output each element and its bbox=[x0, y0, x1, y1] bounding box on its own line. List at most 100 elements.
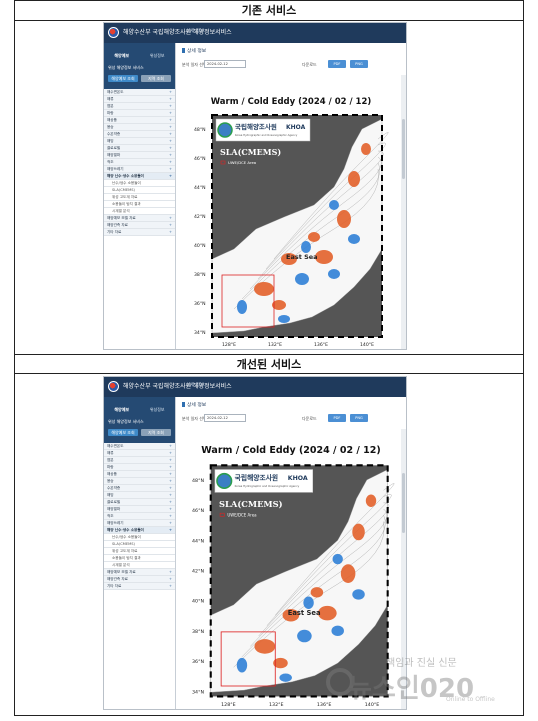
sidebar-item[interactable]: 기타 자료 bbox=[104, 229, 175, 236]
pdf-button[interactable]: PDF bbox=[328, 414, 346, 422]
sidebar-item[interactable]: 해류 bbox=[104, 450, 175, 457]
sidebar-item[interactable]: 해양열파 bbox=[104, 506, 175, 513]
watermark-tagline: 책임과 진실 신문 bbox=[386, 658, 457, 669]
sidebar-subitem[interactable]: SLA(CMEMS) bbox=[104, 187, 175, 194]
sidebar-item[interactable]: 해양쓰레기 bbox=[104, 166, 175, 173]
sidebar-item[interactable]: 해양열파 bbox=[104, 152, 175, 159]
scrollbar-thumb[interactable] bbox=[402, 119, 405, 179]
section-title: 상세 정보 bbox=[182, 47, 206, 54]
latitude-tick-label: 46°N bbox=[194, 156, 206, 162]
sidebar-subitem[interactable]: 위성 고도계 자료 bbox=[104, 548, 175, 555]
before-header: 기존 서비스 bbox=[15, 1, 523, 21]
tab-satellite[interactable]: 위성정보 bbox=[149, 53, 165, 58]
tab-satellite[interactable]: 위성정보 bbox=[149, 407, 165, 412]
study-area-box bbox=[220, 631, 276, 687]
sidebar-subitem[interactable]: 난수/냉수 소용돌이 bbox=[104, 180, 175, 187]
sidebar-subitem[interactable]: 소용돌이 탐지 결과 bbox=[104, 555, 175, 562]
sidebar-item[interactable]: 파랑 bbox=[104, 464, 175, 471]
breadcrumb: 상세 정보 bbox=[186, 29, 204, 34]
sidebar-item[interactable]: 수온약층 bbox=[104, 131, 175, 138]
date-select[interactable]: 2024-02-12 bbox=[204, 414, 246, 422]
sidebar-header: 해양예보 위성정보 위성 해양정보 서비스 해양예보 조회 지역 조회 bbox=[104, 397, 175, 443]
sidebar-item[interactable]: 클로로필 bbox=[104, 499, 175, 506]
date-select[interactable]: 2024-02-12 bbox=[204, 60, 246, 68]
cold-eddy bbox=[331, 625, 344, 637]
scrollbar-thumb[interactable] bbox=[402, 473, 405, 533]
logo-subtext: Korea Hydrographic and Oceanographic Age… bbox=[235, 484, 300, 488]
sidebar-subitem[interactable]: 시계열 분석 bbox=[104, 208, 175, 215]
sidebar-item[interactable]: 해양관측 자료 bbox=[104, 576, 175, 583]
sidebar-subitem[interactable]: 난수/냉수 소용돌이 bbox=[104, 534, 175, 541]
longitude-tick-label: 140°E bbox=[360, 342, 374, 348]
pdf-button[interactable]: PDF bbox=[328, 60, 346, 68]
sidebar-menu: 해수면온도 해류 염분 파랑 해상풍 용승 수온약층 해빙 클로로필 해양열파 … bbox=[104, 443, 175, 590]
scrollbar[interactable] bbox=[401, 429, 406, 709]
warm-eddy bbox=[273, 657, 288, 669]
warm-eddy bbox=[352, 523, 365, 541]
sidebar-item[interactable]: 해수면온도 bbox=[104, 443, 175, 450]
sidebar-item[interactable]: 해빙 bbox=[104, 138, 175, 145]
sidebar-item[interactable]: 수온약층 bbox=[104, 485, 175, 492]
main-panel: 상세 정보 분석 일자 선택 2024-02-12 다운로드 PDF PNG W… bbox=[176, 43, 406, 349]
sidebar-item[interactable]: 해양관측 자료 bbox=[104, 222, 175, 229]
tab-forecast[interactable]: 해양예보 bbox=[114, 53, 130, 58]
region-query-button[interactable]: 지역 조회 bbox=[141, 429, 171, 436]
eddy-map[interactable]: 국립해양조사원 KHOA Korea Hydrographic and Oceano… bbox=[194, 109, 390, 349]
latitude-tick-label: 42°N bbox=[192, 569, 204, 575]
longitude-tick-label: 136°E bbox=[317, 702, 332, 708]
warm-eddy bbox=[337, 210, 351, 228]
sea-label: East Sea bbox=[286, 253, 318, 261]
scrollbar[interactable] bbox=[401, 75, 406, 349]
sidebar-item[interactable]: 용승 bbox=[104, 478, 175, 485]
breadcrumb: 상세 정보 bbox=[186, 383, 204, 388]
sidebar-item[interactable]: 해수면온도 bbox=[104, 89, 175, 96]
sidebar-item-eddy[interactable]: 해양 난수·냉수 소용돌이 bbox=[104, 173, 175, 180]
forecast-query-button[interactable]: 해양예보 조회 bbox=[108, 75, 138, 82]
latitude-tick-label: 44°N bbox=[194, 185, 206, 191]
sidebar-item[interactable]: 파랑 bbox=[104, 110, 175, 117]
sidebar-item[interactable]: 클로로필 bbox=[104, 145, 175, 152]
site-brand[interactable]: 해양수산부 국립해양조사원 해양정보서비스 bbox=[123, 29, 232, 36]
sidebar-item[interactable]: 해빙 bbox=[104, 492, 175, 499]
sidebar-subitem[interactable]: 시계열 분석 bbox=[104, 562, 175, 569]
sidebar-item[interactable]: 적조 bbox=[104, 513, 175, 520]
sidebar-item[interactable]: 용승 bbox=[104, 124, 175, 131]
sidebar-item[interactable]: 해상풍 bbox=[104, 471, 175, 478]
contour-line bbox=[241, 515, 386, 657]
sidebar-item[interactable]: 해양예보 모델 자료 bbox=[104, 569, 175, 576]
cold-eddy bbox=[295, 273, 309, 285]
sidebar-subitem[interactable]: SLA(CMEMS) bbox=[104, 541, 175, 548]
eddy-map[interactable]: 국립해양조사원 KHOA Korea Hydrographic and Oceano… bbox=[192, 457, 396, 710]
png-button[interactable]: PNG bbox=[350, 60, 368, 68]
site-brand[interactable]: 해양수산부 국립해양조사원 해양정보서비스 bbox=[123, 383, 232, 390]
sidebar-item[interactable]: 해양쓰레기 bbox=[104, 520, 175, 527]
warm-eddy bbox=[340, 564, 356, 583]
contour-line bbox=[241, 162, 380, 300]
sidebar-item[interactable]: 염분 bbox=[104, 457, 175, 464]
latitude-tick-label: 38°N bbox=[192, 629, 204, 635]
warm-eddy bbox=[361, 143, 371, 155]
contour-line bbox=[250, 508, 388, 647]
contour-line bbox=[275, 483, 395, 616]
sidebar-item[interactable]: 기타 자료 bbox=[104, 583, 175, 590]
latitude-tick-label: 42°N bbox=[194, 214, 206, 220]
tab-forecast[interactable]: 해양예보 bbox=[114, 407, 130, 412]
sidebar-item[interactable]: 적조 bbox=[104, 159, 175, 166]
after-screenshot: 해양수산부 국립해양조사원 해양정보서비스 상세 정보 해양예보 위성정보 위성… bbox=[103, 376, 407, 710]
sidebar-item[interactable]: 해상풍 bbox=[104, 117, 175, 124]
date-label: 분석 일자 선택 bbox=[182, 416, 207, 421]
sidebar-item[interactable]: 해류 bbox=[104, 96, 175, 103]
cold-eddy bbox=[329, 200, 339, 210]
sidebar-subitem[interactable]: 소용돌이 탐지 결과 bbox=[104, 201, 175, 208]
sidebar-item[interactable]: 해양예보 모델 자료 bbox=[104, 215, 175, 222]
png-button[interactable]: PNG bbox=[350, 414, 368, 422]
latitude-tick-label: 34°N bbox=[194, 330, 206, 336]
sidebar-item[interactable]: 염분 bbox=[104, 103, 175, 110]
forecast-query-button[interactable]: 해양예보 조회 bbox=[108, 429, 138, 436]
region-query-button[interactable]: 지역 조회 bbox=[141, 75, 171, 82]
map-title: Warm / Cold Eddy (2024 / 02 / 12) bbox=[210, 97, 372, 107]
section-title: 상세 정보 bbox=[182, 401, 206, 408]
sidebar-item-eddy[interactable]: 해양 난수·냉수 소용돌이 bbox=[104, 527, 175, 534]
sidebar-subitem[interactable]: 위성 고도계 자료 bbox=[104, 194, 175, 201]
cold-eddy bbox=[352, 589, 365, 600]
